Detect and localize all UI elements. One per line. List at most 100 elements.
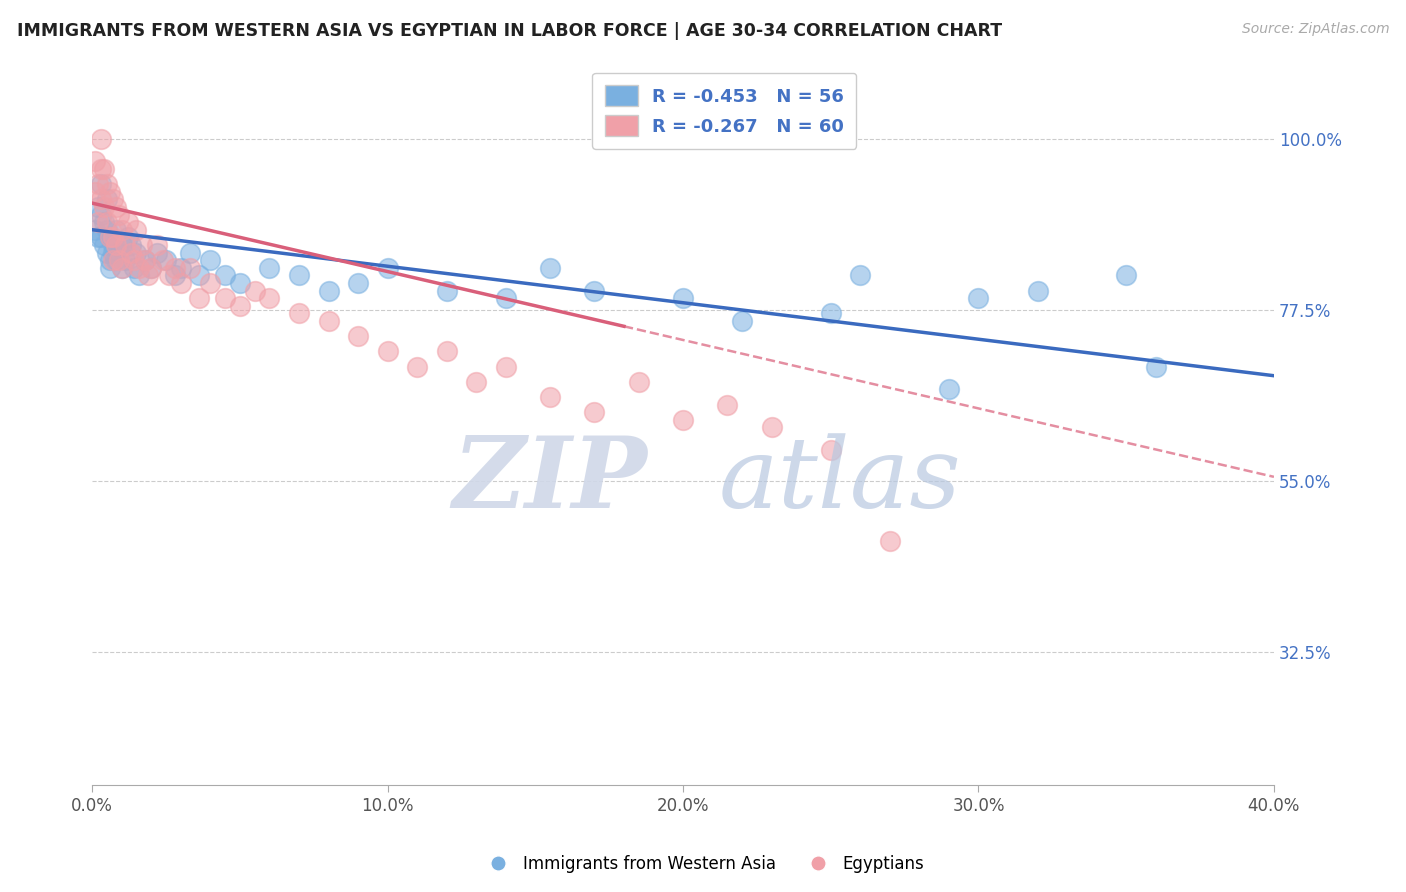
Point: [104, 223, 127, 237]
Point: [93, 238, 115, 252]
Point: [117, 215, 139, 229]
Point: [131, 238, 153, 252]
Point: [125, 223, 148, 237]
Point: [163, 260, 186, 275]
Point: [117, 230, 139, 244]
Point: [136, 268, 159, 283]
Text: atlas: atlas: [718, 434, 962, 528]
Point: [146, 245, 169, 260]
Point: [107, 253, 129, 268]
Point: [87, 200, 110, 214]
Point: [347, 276, 370, 290]
Point: [104, 200, 127, 214]
Point: [583, 405, 606, 419]
Point: [93, 161, 115, 176]
Point: [125, 245, 148, 260]
Point: [98, 230, 121, 244]
Point: [84, 185, 107, 199]
Point: [90, 230, 112, 244]
Point: [716, 398, 738, 412]
Point: [436, 344, 458, 359]
Point: [849, 268, 872, 283]
Point: [820, 306, 842, 320]
Point: [111, 260, 134, 275]
Point: [967, 291, 990, 305]
Point: [377, 260, 399, 275]
Point: [90, 177, 112, 191]
Point: [146, 238, 169, 252]
Point: [87, 215, 110, 229]
Point: [87, 230, 110, 244]
Point: [436, 284, 458, 298]
Point: [96, 192, 118, 206]
Point: [128, 268, 150, 283]
Point: [495, 359, 517, 374]
Point: [128, 260, 150, 275]
Point: [141, 260, 163, 275]
Point: [98, 185, 121, 199]
Point: [179, 260, 201, 275]
Point: [90, 161, 112, 176]
Point: [96, 223, 118, 237]
Point: [347, 329, 370, 343]
Text: IMMIGRANTS FROM WESTERN ASIA VS EGYPTIAN IN LABOR FORCE | AGE 30-34 CORRELATION : IMMIGRANTS FROM WESTERN ASIA VS EGYPTIAN…: [17, 22, 1002, 40]
Point: [495, 291, 517, 305]
Point: [90, 192, 112, 206]
Point: [229, 299, 252, 313]
Point: [157, 268, 180, 283]
Point: [163, 268, 186, 283]
Legend: Immigrants from Western Asia, Egyptians: Immigrants from Western Asia, Egyptians: [475, 848, 931, 880]
Point: [465, 375, 488, 389]
Point: [170, 276, 193, 290]
Point: [134, 253, 156, 268]
Point: [187, 291, 209, 305]
Point: [98, 260, 121, 275]
Point: [90, 131, 112, 145]
Point: [731, 314, 754, 328]
Point: [318, 284, 340, 298]
Point: [101, 238, 124, 252]
Point: [134, 253, 156, 268]
Point: [200, 253, 222, 268]
Point: [107, 208, 129, 222]
Point: [187, 268, 209, 283]
Point: [104, 253, 127, 268]
Point: [114, 253, 136, 268]
Point: [93, 215, 115, 229]
Point: [288, 268, 311, 283]
Point: [672, 291, 695, 305]
Point: [101, 192, 124, 206]
Point: [90, 208, 112, 222]
Point: [288, 306, 311, 320]
Point: [179, 245, 201, 260]
Point: [229, 276, 252, 290]
Point: [761, 420, 783, 434]
Point: [114, 238, 136, 252]
Point: [111, 238, 134, 252]
Point: [214, 291, 236, 305]
Point: [214, 268, 236, 283]
Point: [96, 245, 118, 260]
Point: [538, 260, 561, 275]
Point: [672, 413, 695, 427]
Point: [155, 253, 177, 268]
Point: [104, 238, 127, 252]
Point: [152, 253, 174, 268]
Point: [583, 284, 606, 298]
Point: [879, 534, 901, 549]
Text: Source: ZipAtlas.com: Source: ZipAtlas.com: [1241, 22, 1389, 37]
Point: [938, 383, 960, 397]
Point: [93, 200, 115, 214]
Point: [200, 276, 222, 290]
Point: [1115, 268, 1137, 283]
Point: [101, 253, 124, 268]
Text: ZIP: ZIP: [453, 433, 648, 529]
Point: [141, 260, 163, 275]
Point: [84, 154, 107, 169]
Point: [98, 230, 121, 244]
Point: [170, 260, 193, 275]
Point: [120, 238, 142, 252]
Point: [318, 314, 340, 328]
Legend: R = -0.453   N = 56, R = -0.267   N = 60: R = -0.453 N = 56, R = -0.267 N = 60: [592, 72, 856, 149]
Point: [538, 390, 561, 404]
